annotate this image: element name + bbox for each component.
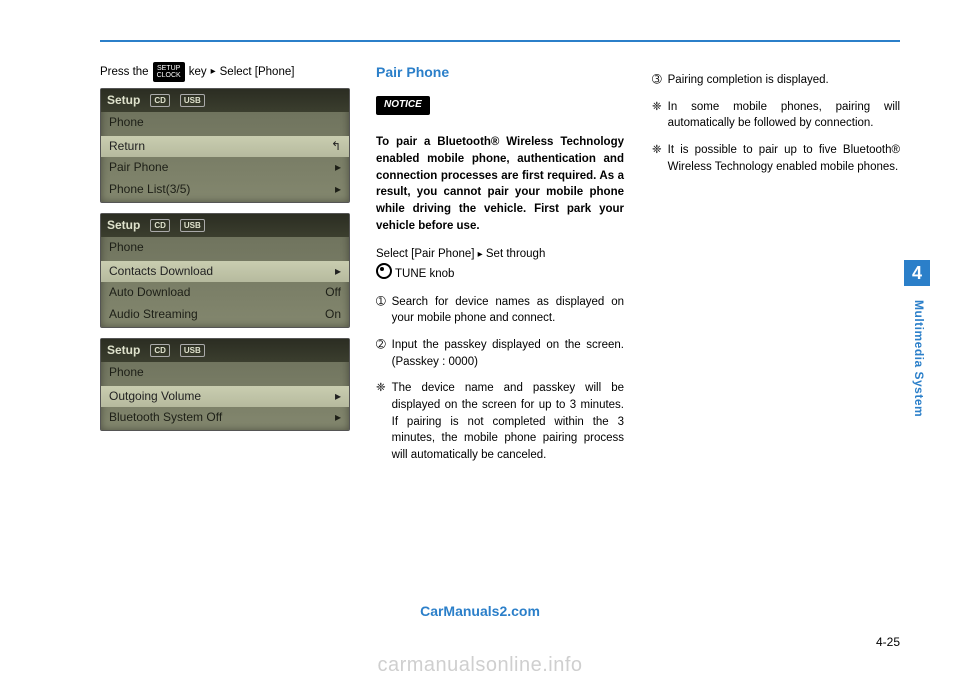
columns: Press the SETUP CLOCK key ▸ Select [Phon… — [100, 62, 900, 474]
page-number: 4-25 — [876, 635, 900, 649]
setup-clock-key: SETUP CLOCK — [153, 62, 185, 82]
lcd-phone-label: Phone — [101, 112, 349, 133]
watermark-carmanualsonline: carmanualsonline.info — [377, 654, 582, 677]
press-prefix: Press the — [100, 64, 149, 81]
instruction-line: Press the SETUP CLOCK key ▸ Select [Phon… — [100, 62, 348, 82]
lcd-header: Setup CD USB — [101, 89, 349, 112]
watermark-carmanuals2: CarManuals2.com — [420, 603, 540, 619]
chapter-label: Multimedia System — [912, 300, 926, 417]
notice-badge: NOTICE — [376, 96, 430, 115]
list-item: ❈The device name and passkey will be dis… — [376, 380, 624, 463]
lcd-header: Setup CD USB — [101, 339, 349, 362]
lcd-row: Contacts Download▸ — [101, 261, 349, 282]
column-1: Press the SETUP CLOCK key ▸ Select [Phon… — [100, 62, 348, 474]
list-item: ➀Search for device names as displayed on… — [376, 294, 624, 327]
list-item: ➂Pairing completion is displayed. — [652, 72, 900, 89]
lcd-screenshot-2: Setup CD USB Phone Contacts Download▸ Au… — [100, 213, 350, 328]
lcd-row: Phone List(3/5)▸ — [101, 179, 349, 200]
list-item: ➁Input the passkey displayed on the scre… — [376, 337, 624, 370]
lcd-row: Return↰ — [101, 136, 349, 157]
top-rule — [100, 40, 900, 42]
triangle-separator: ▸ — [211, 65, 216, 80]
tune-knob-icon — [376, 263, 392, 279]
notes-list: ➂Pairing completion is displayed. ❈In so… — [652, 72, 900, 175]
lcd-row: Pair Phone▸ — [101, 157, 349, 178]
lcd-setup: Setup — [107, 92, 140, 109]
lcd-screenshot-1: Setup CD USB Phone Return↰ Pair Phone▸ P… — [100, 88, 350, 203]
press-suffix: key — [189, 64, 207, 81]
list-item: ❈In some mobile phones, pairing will aut… — [652, 99, 900, 132]
lcd-row: Outgoing Volume▸ — [101, 386, 349, 407]
usb-badge: USB — [180, 94, 205, 108]
manual-page: Press the SETUP CLOCK key ▸ Select [Phon… — [0, 0, 960, 689]
steps-list: ➀Search for device names as displayed on… — [376, 294, 624, 464]
column-3: ➂Pairing completion is displayed. ❈In so… — [652, 62, 900, 474]
pair-phone-heading: Pair Phone — [376, 62, 624, 82]
lcd-body: Return↰ Pair Phone▸ Phone List(3/5)▸ — [101, 134, 349, 202]
chapter-tab: 4 — [904, 260, 930, 286]
lcd-row: Auto DownloadOff — [101, 282, 349, 303]
lcd-screenshot-3: Setup CD USB Phone Outgoing Volume▸ Blue… — [100, 338, 350, 432]
lcd-header: Setup CD USB — [101, 214, 349, 237]
key-line1: SETUP — [157, 65, 180, 72]
lcd-row: Bluetooth System Off▸ — [101, 407, 349, 428]
list-item: ❈It is possible to pair up to five Bluet… — [652, 142, 900, 175]
select-phone: Select [Phone] — [220, 64, 295, 81]
cd-badge: CD — [150, 94, 170, 108]
select-pair-line: Select [Pair Phone] ▸ Set through TUNE k… — [376, 246, 624, 282]
key-line2: CLOCK — [157, 72, 181, 79]
column-2: Pair Phone NOTICE To pair a Bluetooth® W… — [376, 62, 624, 474]
notice-body: To pair a Bluetooth® Wireless Technology… — [376, 134, 624, 234]
lcd-row: Audio StreamingOn — [101, 304, 349, 325]
